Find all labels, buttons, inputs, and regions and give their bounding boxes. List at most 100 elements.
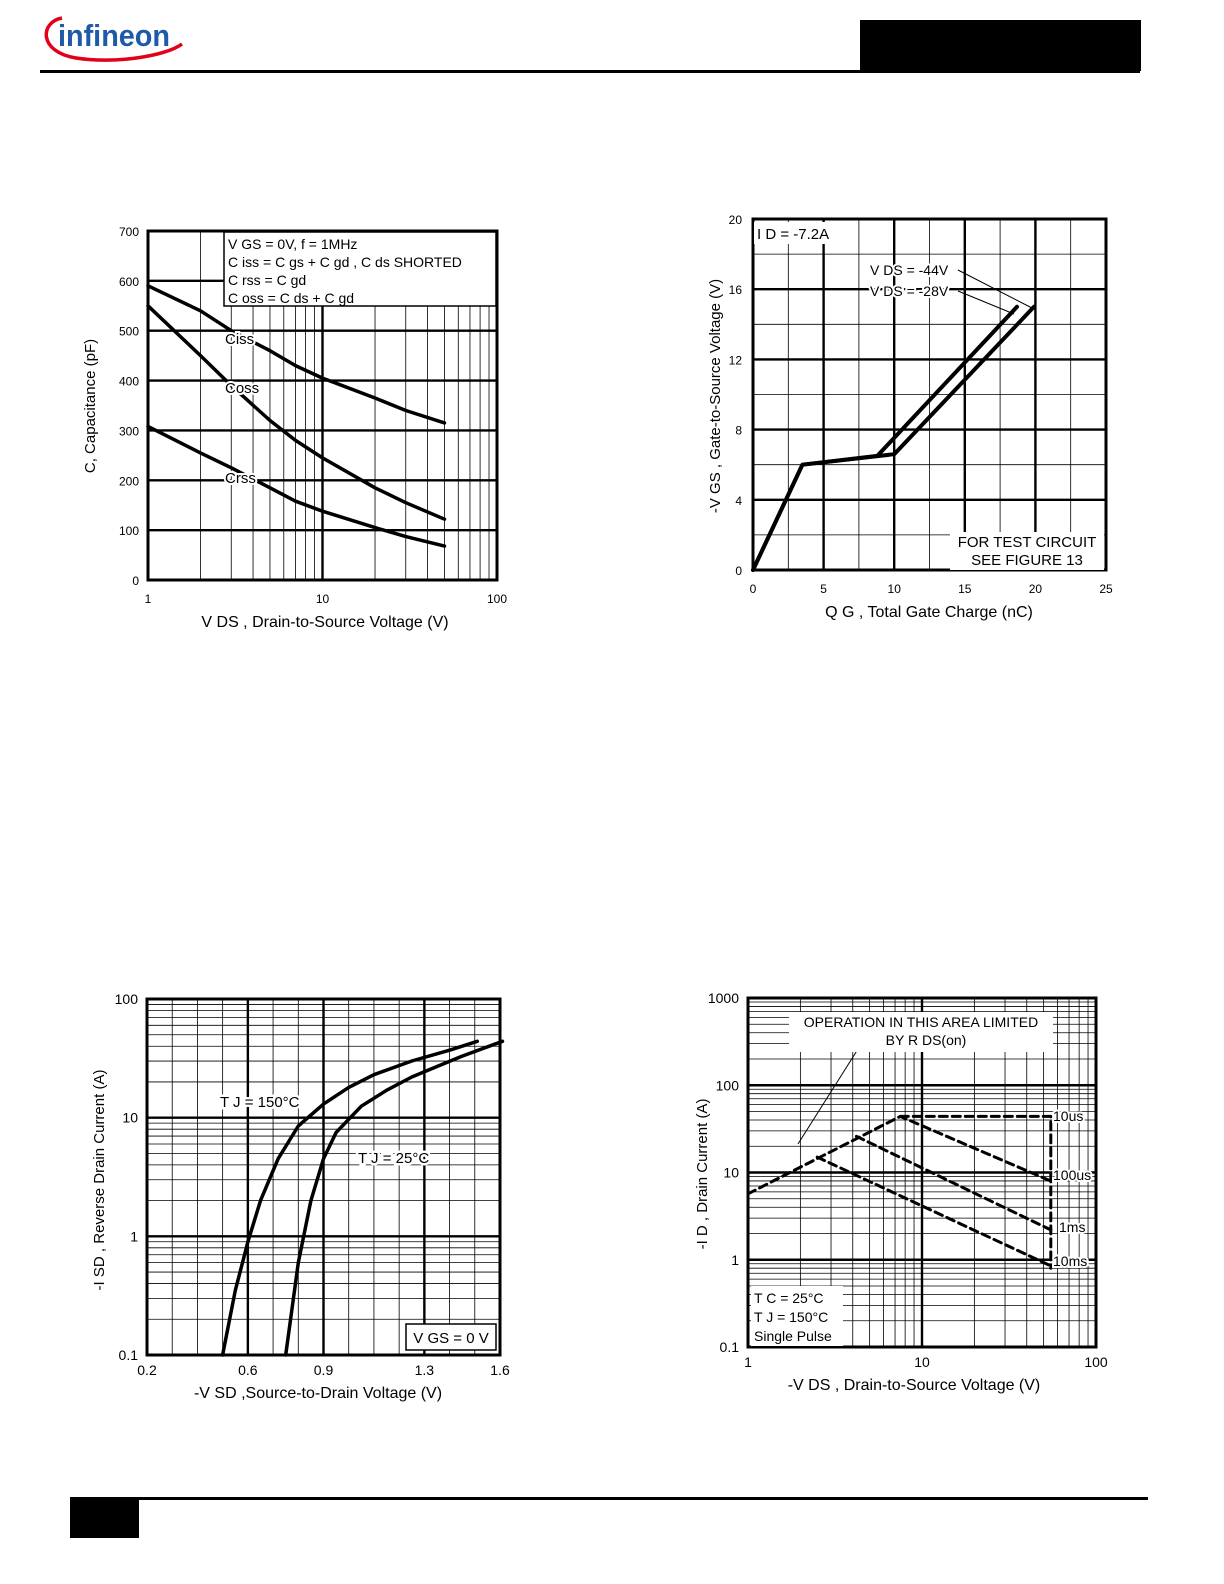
series-label: Ciss: [225, 331, 254, 348]
drain-current-label: I D = -7.2A: [757, 226, 829, 243]
operation-note: BY R DS(on): [886, 1032, 967, 1048]
series-label: Coss: [225, 380, 259, 397]
y-tick-label: 20: [729, 213, 743, 227]
x-tick-label: 10: [914, 1354, 930, 1370]
y-tick-label: 1: [731, 1252, 739, 1268]
plot-frame: [145, 997, 502, 1357]
y-tick-label: 1: [130, 1228, 138, 1244]
y-tick-label: 0: [735, 564, 742, 578]
conditions-note: Single Pulse: [754, 1328, 832, 1344]
vgs-label-bg: [405, 1323, 497, 1351]
legend-line: V GS = 0V, f = 1MHz: [228, 236, 357, 252]
infineon-logo: infineon: [44, 16, 184, 62]
x-tick-label: 1: [744, 1354, 752, 1370]
y-tick-label: 400: [119, 375, 139, 389]
x-tick-label: 0.2: [137, 1362, 157, 1378]
test-circuit-note: SEE FIGURE 13: [971, 552, 1083, 569]
y-tick-label: 100: [115, 991, 139, 1007]
pulse-label-10us: 10us: [1053, 1108, 1083, 1124]
conditions-note: T J = 150°C: [754, 1309, 828, 1325]
y-tick-label: 0.1: [119, 1347, 139, 1363]
y-tick-label: 8: [735, 424, 742, 438]
y-tick-label: 10: [723, 1165, 739, 1181]
legend-line: C oss = C ds + C gd: [228, 290, 354, 306]
series-line-crss: [146, 424, 447, 548]
x-tick-label: 100: [487, 592, 507, 606]
operation-note-bg: [789, 1012, 1053, 1052]
x-tick-label: 5: [820, 582, 827, 596]
x-tick-label: 0: [750, 582, 757, 596]
operation-note: OPERATION IN THIS AREA LIMITED: [804, 1014, 1038, 1030]
x-axis-label: -V SD ,Source-to-Drain Voltage (V): [194, 1385, 442, 1402]
x-tick-label: 1.3: [415, 1362, 435, 1378]
x-tick-label: 1: [145, 592, 152, 606]
series-line-1ms: [854, 1134, 1053, 1232]
y-tick-label: 300: [119, 424, 139, 438]
series-line-t-j-25-c: [283, 1039, 505, 1357]
y-tick-label: 16: [729, 283, 743, 297]
vds-44-label: V DS = -44V: [870, 262, 949, 278]
y-tick-label: 0.1: [720, 1339, 740, 1355]
footer-rule: [70, 1497, 1148, 1500]
series-line-v-ds-44v: [751, 304, 1036, 572]
y-tick-label: 200: [119, 474, 139, 488]
series-label: Crss: [225, 470, 256, 487]
x-tick-label: 10: [316, 592, 330, 606]
pulse-label-10ms: 10ms: [1053, 1253, 1087, 1269]
pulse-label-1ms: 1ms: [1059, 1219, 1085, 1235]
series-line-coss: [146, 304, 447, 521]
plot-frame: [751, 217, 1108, 572]
x-axis-label: V DS , Drain-to-Source Voltage (V): [201, 614, 448, 631]
series-line-t-j-150-c: [220, 1039, 480, 1357]
legend-line: C iss = C gs + C gd , C ds SHORTED: [228, 254, 462, 270]
header-rule: [40, 70, 1140, 73]
y-axis-label: -V GS , Gate-to-Source Voltage (V): [707, 279, 724, 513]
test-circuit-note: FOR TEST CIRCUIT: [958, 534, 1097, 551]
x-tick-label: 20: [1029, 582, 1043, 596]
conditions-bg: [751, 1286, 843, 1346]
footer-page-box: [70, 1497, 139, 1538]
x-tick-label: 0.9: [314, 1362, 334, 1378]
y-axis-label: -I D , Drain Current (A): [694, 1099, 711, 1250]
plot-frame: [146, 229, 499, 582]
pulse-label-100us: 100us: [1053, 1167, 1091, 1183]
y-tick-label: 100: [716, 1077, 740, 1093]
series-line-ciss: [146, 284, 447, 425]
tj-150-label: T J = 150°C: [220, 1094, 300, 1111]
x-tick-label: 100: [1084, 1354, 1108, 1370]
x-tick-label: 0.6: [238, 1362, 258, 1378]
y-tick-label: 100: [119, 524, 139, 538]
x-axis-label: -V DS , Drain-to-Source Voltage (V): [788, 1377, 1041, 1394]
series-line-10ms: [815, 1155, 1053, 1268]
y-axis-label: C, Capacitance (pF): [82, 339, 99, 473]
x-axis-label: Q G , Total Gate Charge (nC): [825, 604, 1033, 621]
series-line-10us: [898, 1114, 1053, 1270]
y-tick-label: 1000: [708, 990, 739, 1006]
legend-line: C rss = C gd: [228, 272, 306, 288]
svg-text:infineon: infineon: [58, 18, 170, 53]
header-bar: [860, 20, 1141, 71]
y-tick-label: 4: [735, 494, 742, 508]
vds-28-label: V DS = -28V: [870, 283, 949, 299]
y-tick-label: 10: [122, 1110, 138, 1126]
legend-box: [223, 231, 497, 307]
x-tick-label: 1.6: [490, 1362, 510, 1378]
y-tick-label: 0: [132, 574, 139, 588]
series-line-100us: [746, 1114, 1053, 1196]
x-tick-label: 15: [958, 582, 972, 596]
x-tick-label: 10: [888, 582, 902, 596]
y-tick-label: 700: [119, 225, 139, 239]
vgs-label: V GS = 0 V: [413, 1330, 488, 1347]
annotation-leader: [957, 290, 1015, 315]
y-axis-label: -I SD , Reverse Drain Current (A): [91, 1070, 108, 1291]
test-circuit-bg: [950, 532, 1104, 570]
id-label-bg: [754, 222, 834, 244]
plot-frame: [746, 996, 1098, 1349]
y-tick-label: 600: [119, 275, 139, 289]
tj-25-label: T J = 25°C: [358, 1150, 429, 1167]
x-tick-label: 25: [1099, 582, 1113, 596]
